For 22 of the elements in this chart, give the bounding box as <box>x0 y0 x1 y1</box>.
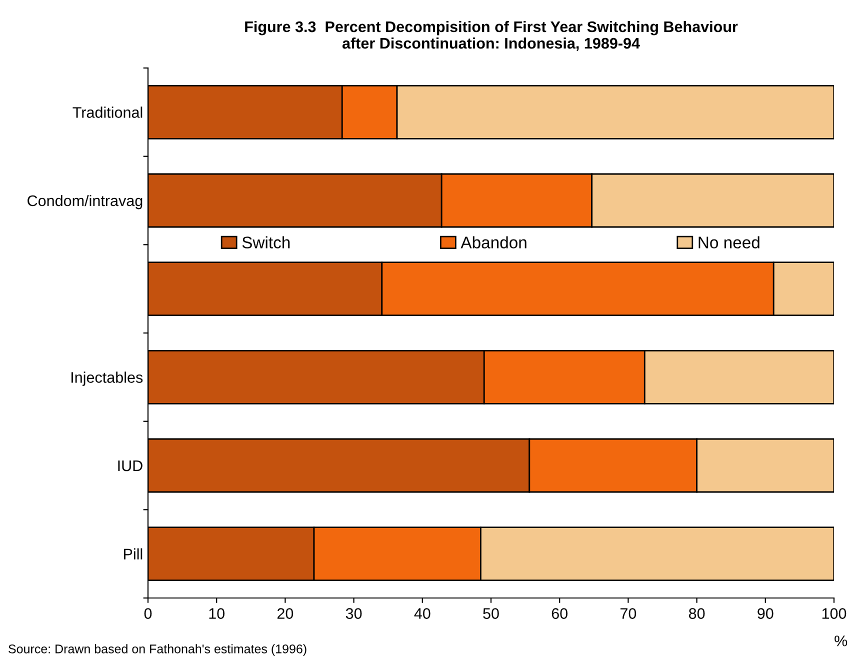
x-tick-label: 90 <box>758 608 774 619</box>
x-tick-label: 100 <box>822 608 846 619</box>
chart-title: Figure 3.3 Percent Decompisition of First Year Switching Behaviour after Discontinuation: Indonesia, 1989-94 <box>245 20 738 51</box>
x-tick-label: 10 <box>209 608 224 619</box>
y-tick-label: Traditional <box>72 106 142 118</box>
legend-label: Switch <box>242 236 290 248</box>
x-tick-label: 60 <box>552 608 568 619</box>
x-tick-label: 30 <box>346 608 362 619</box>
x-tick-label: 40 <box>414 608 430 619</box>
x-axis-title: % <box>834 636 848 646</box>
y-tick-label: Condom/intravag <box>28 194 142 210</box>
y-tick-label: Injectables <box>72 372 143 386</box>
legend-label: No need <box>698 236 760 248</box>
source-note: Source: Drawn based on Fathonah's estimates (1996) <box>8 644 306 656</box>
x-tick-label: 80 <box>688 608 705 619</box>
x-tick-label: 0 <box>144 608 152 619</box>
x-tick-label: 20 <box>277 608 294 619</box>
legend-label: Abandon <box>460 236 526 248</box>
x-tick-label: 70 <box>620 608 636 619</box>
y-tick-label: IUD <box>118 460 142 472</box>
y-tick-label: Pill <box>124 548 142 560</box>
x-tick-label: 50 <box>483 608 499 619</box>
